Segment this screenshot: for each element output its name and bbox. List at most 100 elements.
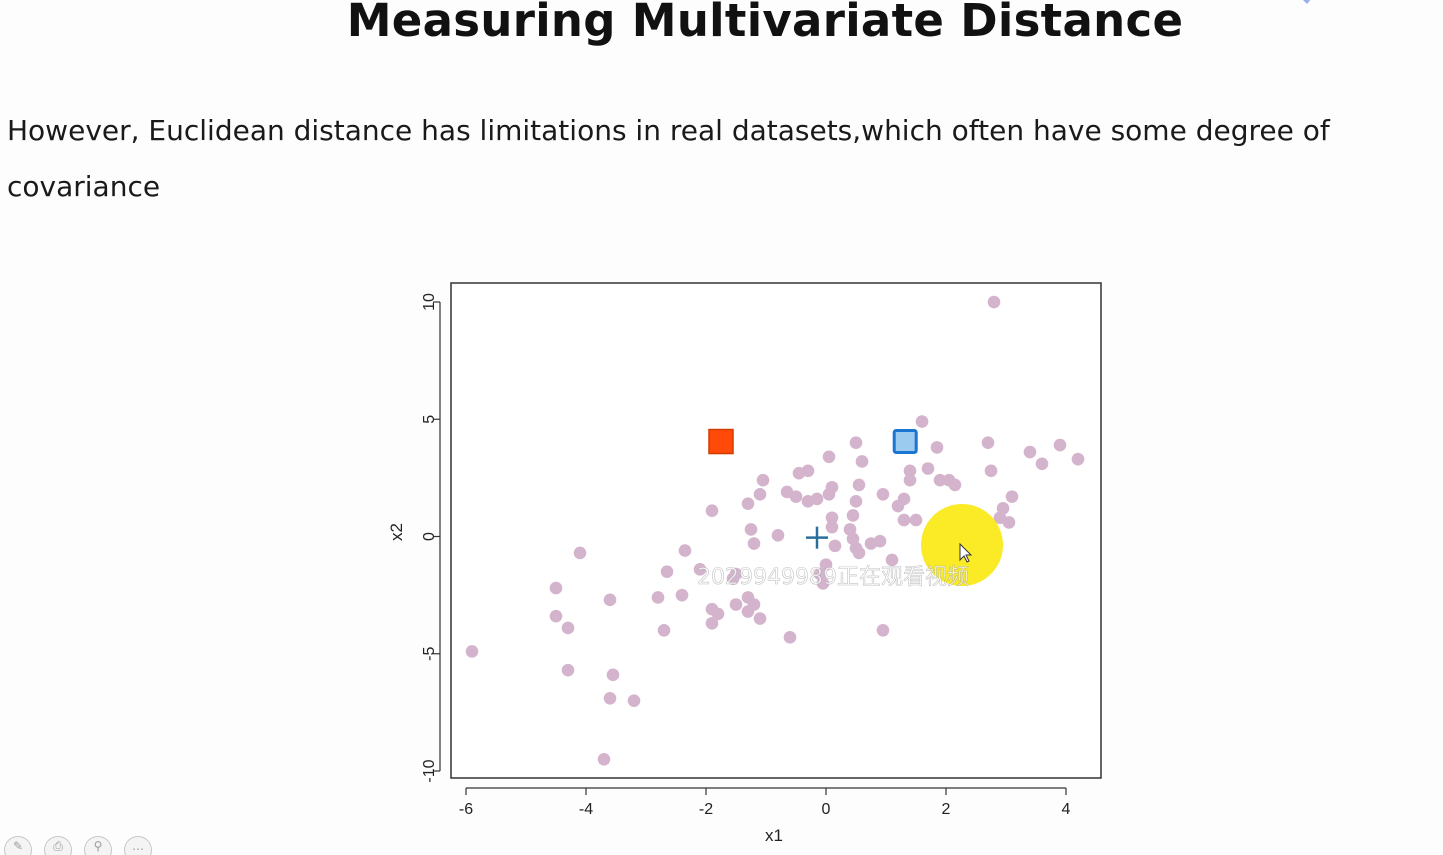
scatter-point xyxy=(597,752,611,766)
x-tick-label: 0 xyxy=(822,801,831,818)
scatter-point xyxy=(903,464,917,478)
y-tick-label: 5 xyxy=(421,415,438,424)
scatter-point xyxy=(897,492,911,506)
scatter-point xyxy=(930,441,944,454)
y-tick-label: -10 xyxy=(421,759,438,782)
body-text: However, Euclidean distance has limitati… xyxy=(7,114,1330,203)
scatter-point xyxy=(987,295,1001,309)
scatter-point xyxy=(849,436,863,450)
scatter-point xyxy=(627,694,641,707)
corner-logo xyxy=(1303,0,1311,4)
scatter-point xyxy=(549,581,563,595)
blue-square-marker xyxy=(892,429,918,455)
scatter-point xyxy=(729,598,743,611)
scatter-point xyxy=(933,473,947,487)
scatter-point xyxy=(885,553,899,567)
y-tick-label: 10 xyxy=(421,293,438,311)
orange-square-marker xyxy=(708,428,734,455)
scatter-point xyxy=(825,520,839,534)
scatter-point xyxy=(651,591,665,604)
scatter-point xyxy=(825,511,839,525)
comment-icon[interactable]: … xyxy=(124,836,152,855)
scatter-point xyxy=(756,473,770,487)
scatter-point xyxy=(693,563,707,576)
search-icon[interactable]: ⚲ xyxy=(84,836,112,855)
scatter-point xyxy=(855,455,869,468)
scatter-point xyxy=(747,598,761,611)
scatter-point xyxy=(846,509,860,522)
scatter-point xyxy=(897,513,911,527)
scatter-point xyxy=(873,534,887,548)
scatter-point xyxy=(573,546,587,560)
scatter-point xyxy=(822,450,836,464)
x-tick-label: -2 xyxy=(699,801,713,818)
x-tick-label: -6 xyxy=(459,801,473,818)
scatter-point xyxy=(996,502,1010,515)
x-tick-label: 2 xyxy=(942,801,951,818)
scatter-point xyxy=(603,593,617,607)
y-axis-label: x2 xyxy=(387,523,406,541)
scatter-point xyxy=(606,668,620,682)
scatter-point xyxy=(948,478,962,492)
scatter-point xyxy=(771,529,785,542)
scatter-point xyxy=(744,523,758,536)
scatter-point xyxy=(876,624,890,637)
watermark-text: 2029949989正在观看视频 xyxy=(697,565,969,590)
scatter-point xyxy=(678,544,692,557)
scatter-point xyxy=(825,480,839,494)
print-icon[interactable]: ⎙ xyxy=(44,836,72,855)
pen-icon[interactable]: ✎ xyxy=(4,836,32,855)
mouse-pointer-icon xyxy=(959,542,973,563)
scatter-point xyxy=(705,616,719,630)
scatter-point xyxy=(903,473,917,487)
scatter-point xyxy=(549,609,563,623)
y-tick-label: -5 xyxy=(421,647,438,661)
scatter-point xyxy=(747,537,761,550)
scatter-point xyxy=(1002,516,1016,529)
x-tick-label: -4 xyxy=(579,801,593,818)
scatter-point xyxy=(783,631,797,644)
scatter-point xyxy=(909,513,923,527)
cursor-highlight xyxy=(921,504,1003,586)
slide-title: Measuring Multivariate Distance xyxy=(346,0,1184,47)
scatter-point xyxy=(603,692,617,705)
scatter-point xyxy=(876,487,890,501)
scatter-point xyxy=(753,487,767,501)
scatter-point xyxy=(810,492,824,506)
scatter-point xyxy=(741,497,755,510)
scatter-point xyxy=(465,645,479,658)
y-tick-label: 0 xyxy=(421,532,438,541)
scatter-point xyxy=(849,495,863,508)
scatter-point xyxy=(753,612,767,625)
scatter-point xyxy=(1071,452,1085,466)
scatter-point xyxy=(801,464,815,478)
scatter-point xyxy=(828,539,842,553)
scatter-point xyxy=(705,504,719,518)
scatter-point xyxy=(561,663,575,677)
x-tick-label: 4 xyxy=(1062,801,1071,818)
scatter-point xyxy=(789,490,803,503)
scatter-point xyxy=(657,624,671,637)
presentation-toolbar: ✎ ⎙ ⚲ … xyxy=(4,836,152,855)
scatter-point xyxy=(561,621,575,635)
logo-shape xyxy=(1303,0,1311,4)
scatter-point xyxy=(1005,490,1019,503)
scatter-point xyxy=(675,588,689,602)
scatter-point xyxy=(915,415,929,428)
scatter-point xyxy=(711,607,725,621)
scatter-point xyxy=(984,464,998,478)
scatter-point xyxy=(660,565,674,578)
scatter-point xyxy=(981,436,995,450)
scatter-point xyxy=(1053,438,1067,452)
scatter-point xyxy=(1035,457,1049,471)
scatter-point xyxy=(816,577,830,590)
scatter-point xyxy=(1023,445,1037,459)
scatter-point xyxy=(852,478,866,492)
scatter-point xyxy=(921,462,935,475)
x-axis-label: x1 xyxy=(765,826,783,845)
scatter-point xyxy=(852,546,866,560)
scatter-point xyxy=(729,567,743,581)
scatter-point xyxy=(819,558,833,571)
